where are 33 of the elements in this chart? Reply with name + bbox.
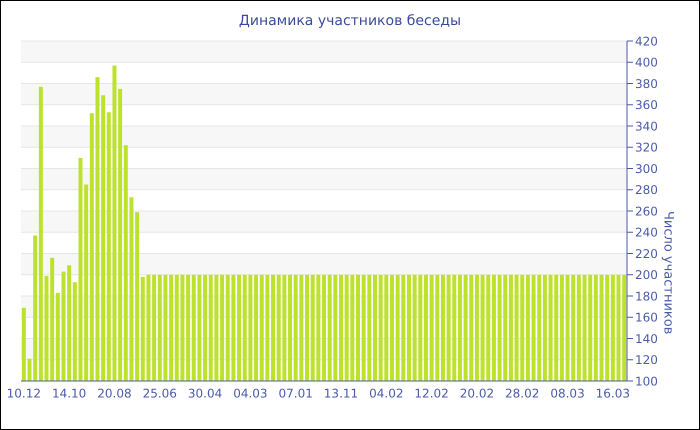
- y-tick-label: 220: [635, 246, 658, 261]
- x-tick-label: 25.06: [142, 386, 177, 401]
- y-tick-label: 380: [635, 76, 658, 91]
- y-tick-label: 200: [635, 268, 658, 282]
- x-tick-label: 30.04: [188, 386, 222, 401]
- y-tick-label: 140: [635, 332, 658, 346]
- x-tick-label: 13.11: [324, 386, 358, 401]
- x-tick-label: 12.02: [414, 386, 449, 401]
- x-tick-label: 04.03: [233, 386, 268, 401]
- y-tick-label: 180: [635, 289, 658, 304]
- y-tick-label: 360: [635, 98, 658, 112]
- x-tick-label: 08.03: [550, 386, 585, 401]
- x-tick-label: 14.10: [52, 386, 86, 401]
- y-axis-title: Число участников: [660, 211, 676, 334]
- x-tick-label: 07.01: [278, 386, 313, 401]
- y-tick-label: 240: [635, 226, 658, 240]
- y-tick-label: 260: [635, 204, 658, 218]
- x-tick-label: 20.02: [460, 386, 494, 401]
- y-tick-label: 280: [635, 183, 658, 198]
- x-tick-label: 04.02: [369, 386, 404, 401]
- chart-title: Динамика участников беседы: [238, 13, 462, 29]
- x-tick-label: 20.08: [97, 386, 132, 401]
- x-tick-label: 10.12: [6, 386, 42, 401]
- y-tick-label: 400: [635, 56, 658, 70]
- y-tick-label: 320: [635, 140, 658, 155]
- y-tick-label: 160: [635, 310, 658, 325]
- y-tick-label: 100: [635, 374, 658, 388]
- y-tick-label: 340: [635, 119, 658, 134]
- x-tick-label: 16.03: [596, 386, 630, 401]
- y-tick-label: 420: [635, 34, 658, 48]
- y-tick-label: 300: [635, 162, 658, 176]
- x-tick-label: 28.02: [505, 386, 540, 401]
- y-tick-label: 120: [635, 353, 658, 368]
